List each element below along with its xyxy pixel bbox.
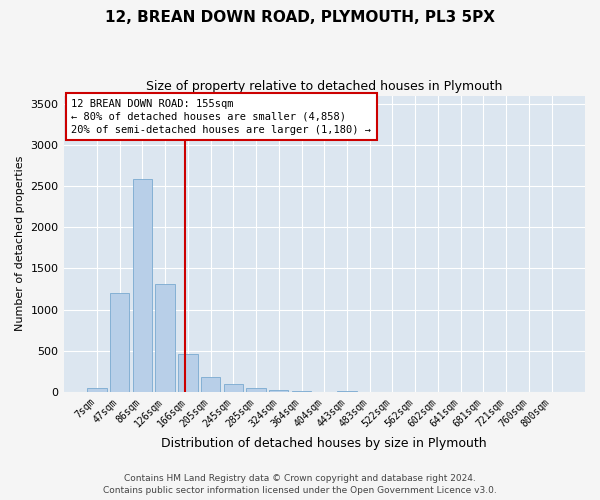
- Y-axis label: Number of detached properties: Number of detached properties: [15, 156, 25, 332]
- Bar: [292, 391, 311, 392]
- Bar: [87, 388, 107, 392]
- Text: 12, BREAN DOWN ROAD, PLYMOUTH, PL3 5PX: 12, BREAN DOWN ROAD, PLYMOUTH, PL3 5PX: [105, 10, 495, 25]
- Bar: [269, 390, 289, 392]
- Text: 12 BREAN DOWN ROAD: 155sqm
← 80% of detached houses are smaller (4,858)
20% of s: 12 BREAN DOWN ROAD: 155sqm ← 80% of deta…: [71, 98, 371, 135]
- Title: Size of property relative to detached houses in Plymouth: Size of property relative to detached ho…: [146, 80, 502, 93]
- Bar: [224, 384, 243, 392]
- Bar: [247, 388, 266, 392]
- Bar: [201, 376, 220, 392]
- Text: Contains HM Land Registry data © Crown copyright and database right 2024.
Contai: Contains HM Land Registry data © Crown c…: [103, 474, 497, 495]
- Bar: [155, 284, 175, 392]
- Bar: [178, 354, 197, 392]
- Bar: [110, 293, 130, 392]
- X-axis label: Distribution of detached houses by size in Plymouth: Distribution of detached houses by size …: [161, 437, 487, 450]
- Bar: [133, 180, 152, 392]
